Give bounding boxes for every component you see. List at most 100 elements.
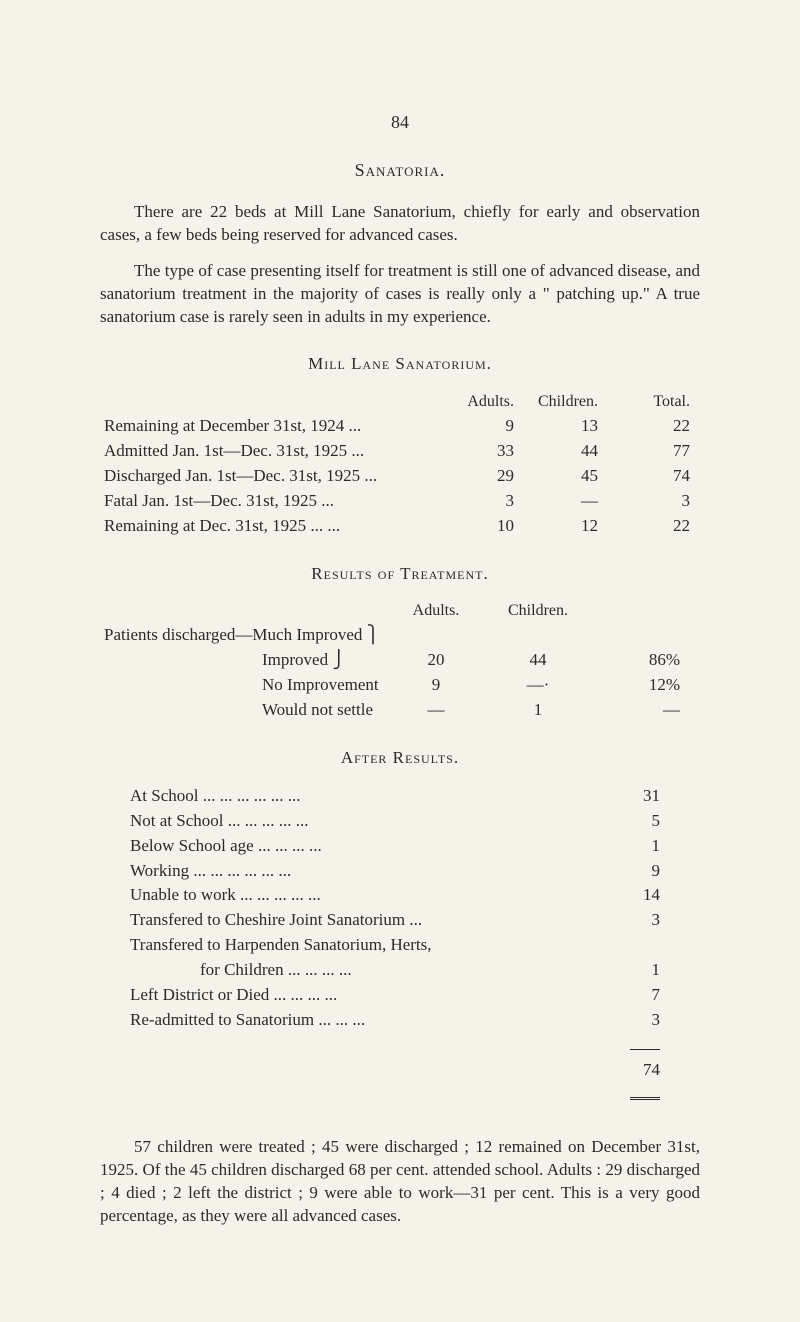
- col-adults: Adults.: [388, 599, 484, 623]
- cell-label: Patients discharged—Much Improved ⎫: [100, 623, 388, 648]
- results-treatment-table: Adults. Children. Patients discharged—Mu…: [100, 599, 700, 722]
- table-row: Discharged Jan. 1st—Dec. 31st, 1925 ... …: [100, 464, 700, 489]
- cell-value: 44: [532, 439, 616, 464]
- cell-value: 9: [580, 859, 700, 884]
- cell-value: 9: [448, 414, 532, 439]
- table-row: Unable to work ... ... ... ... ...14: [100, 883, 700, 908]
- cell-value: —·: [484, 673, 592, 698]
- table-row: At School ... ... ... ... ... ...31: [100, 784, 700, 809]
- rule-bottom: [580, 1083, 700, 1108]
- table-row: Fatal Jan. 1st—Dec. 31st, 1925 ... 3 — 3: [100, 489, 700, 514]
- cell-value: 12: [532, 514, 616, 539]
- cell-value: 3: [448, 489, 532, 514]
- table-row: Remaining at Dec. 31st, 1925 ... ... 10 …: [100, 514, 700, 539]
- table-row: Transfered to Harpenden Sanatorium, Hert…: [100, 933, 700, 958]
- cell-value: 44: [484, 623, 592, 673]
- cell-label: Transfered to Harpenden Sanatorium, Hert…: [100, 933, 580, 958]
- table-row: for Children ... ... ... ...1: [100, 958, 700, 983]
- cell-value: 74: [616, 464, 700, 489]
- table-row: Adults. Children.: [100, 599, 700, 623]
- cell-label: Fatal Jan. 1st—Dec. 31st, 1925 ...: [100, 489, 448, 514]
- cell-label: Would not settle: [100, 698, 388, 723]
- section-heading-sanatoria: Sanatoria.: [100, 158, 700, 182]
- total-value: 74: [580, 1058, 700, 1083]
- final-paragraph: 57 children were treated ; 45 were disch…: [100, 1136, 700, 1228]
- after-results-block: At School ... ... ... ... ... ...31 Not …: [100, 784, 700, 1108]
- after-results-table: At School ... ... ... ... ... ...31 Not …: [100, 784, 700, 1108]
- cell-label: No Improvement: [100, 673, 388, 698]
- cell-value: 86%: [592, 623, 700, 673]
- cell-value: 1: [580, 834, 700, 859]
- cell-value: [580, 933, 700, 958]
- cell-label: for Children ... ... ... ...: [100, 958, 580, 983]
- table1-heading: Mill Lane Sanatorium.: [100, 353, 700, 376]
- cell-value: 31: [580, 784, 700, 809]
- paragraph-intro-2: The type of case presenting itself for t…: [100, 260, 700, 329]
- cell-value: 7: [580, 983, 700, 1008]
- table-row: Below School age ... ... ... ...1: [100, 834, 700, 859]
- cell-value: —: [592, 698, 700, 723]
- cell-value: 1: [484, 698, 592, 723]
- cell-label: Admitted Jan. 1st—Dec. 31st, 1925 ...: [100, 439, 448, 464]
- cell-value: 5: [580, 809, 700, 834]
- table-row: Patients discharged—Much Improved ⎫ 20 4…: [100, 623, 700, 648]
- cell-label: Transfered to Cheshire Joint Sanatorium …: [100, 908, 580, 933]
- cell-label: Discharged Jan. 1st—Dec. 31st, 1925 ...: [100, 464, 448, 489]
- col-children: Children.: [484, 599, 592, 623]
- cell-value: 14: [580, 883, 700, 908]
- cell-value: 20: [388, 623, 484, 673]
- col-adults: Adults.: [448, 390, 532, 414]
- cell-value: —: [532, 489, 616, 514]
- page-number: 84: [100, 110, 700, 134]
- cell-value: 13: [532, 414, 616, 439]
- rule-top: [580, 1033, 700, 1058]
- table-row: Remaining at December 31st, 1924 ... 9 1…: [100, 414, 700, 439]
- table-row: Adults. Children. Total.: [100, 390, 700, 414]
- cell-value: 12%: [592, 673, 700, 698]
- cell-label: Re-admitted to Sanatorium ... ... ...: [100, 1008, 580, 1033]
- table-row: Transfered to Cheshire Joint Sanatorium …: [100, 908, 700, 933]
- table-row: Would not settle — 1 —: [100, 698, 700, 723]
- cell-value: 22: [616, 514, 700, 539]
- cell-value: 3: [616, 489, 700, 514]
- table-row: Left District or Died ... ... ... ...7: [100, 983, 700, 1008]
- cell-value: 1: [580, 958, 700, 983]
- cell-value: 77: [616, 439, 700, 464]
- lead-text: Patients discharged—: [104, 625, 252, 644]
- after-results-heading: After Results.: [100, 747, 700, 770]
- mill-lane-table: Adults. Children. Total. Remaining at De…: [100, 390, 700, 538]
- col-blank: [100, 599, 388, 623]
- table-row: [100, 1083, 700, 1108]
- col-blank: [100, 390, 448, 414]
- cell-label: Left District or Died ... ... ... ...: [100, 983, 580, 1008]
- col-total: Total.: [616, 390, 700, 414]
- paragraph-intro-1: There are 22 beds at Mill Lane Sanatoriu…: [100, 201, 700, 247]
- cell-label: Unable to work ... ... ... ... ...: [100, 883, 580, 908]
- cell-label: Remaining at December 31st, 1924 ...: [100, 414, 448, 439]
- cell-value: 29: [448, 464, 532, 489]
- table-row: Not at School ... ... ... ... ...5: [100, 809, 700, 834]
- table-row: Admitted Jan. 1st—Dec. 31st, 1925 ... 33…: [100, 439, 700, 464]
- row-label: Much Improved ⎫: [252, 625, 379, 644]
- cell-label: Remaining at Dec. 31st, 1925 ... ...: [100, 514, 448, 539]
- cell-label: Not at School ... ... ... ... ...: [100, 809, 580, 834]
- table-row: Re-admitted to Sanatorium ... ... ...3: [100, 1008, 700, 1033]
- table-row: No Improvement 9 —· 12%: [100, 673, 700, 698]
- cell-value: 9: [388, 673, 484, 698]
- table-row: [100, 1033, 700, 1058]
- col-blank2: [592, 599, 700, 623]
- table-row: Working ... ... ... ... ... ...9: [100, 859, 700, 884]
- col-children: Children.: [532, 390, 616, 414]
- cell-value: 33: [448, 439, 532, 464]
- cell-value: 10: [448, 514, 532, 539]
- cell-label: At School ... ... ... ... ... ...: [100, 784, 580, 809]
- cell-label: Working ... ... ... ... ... ...: [100, 859, 580, 884]
- cell-value: 3: [580, 1008, 700, 1033]
- cell-label: Improved ⎭: [100, 648, 388, 673]
- table-row: 74: [100, 1058, 700, 1083]
- cell-value: 45: [532, 464, 616, 489]
- cell-value: —: [388, 698, 484, 723]
- cell-value: 22: [616, 414, 700, 439]
- cell-label: Below School age ... ... ... ...: [100, 834, 580, 859]
- table2-heading: Results of Treatment.: [100, 563, 700, 586]
